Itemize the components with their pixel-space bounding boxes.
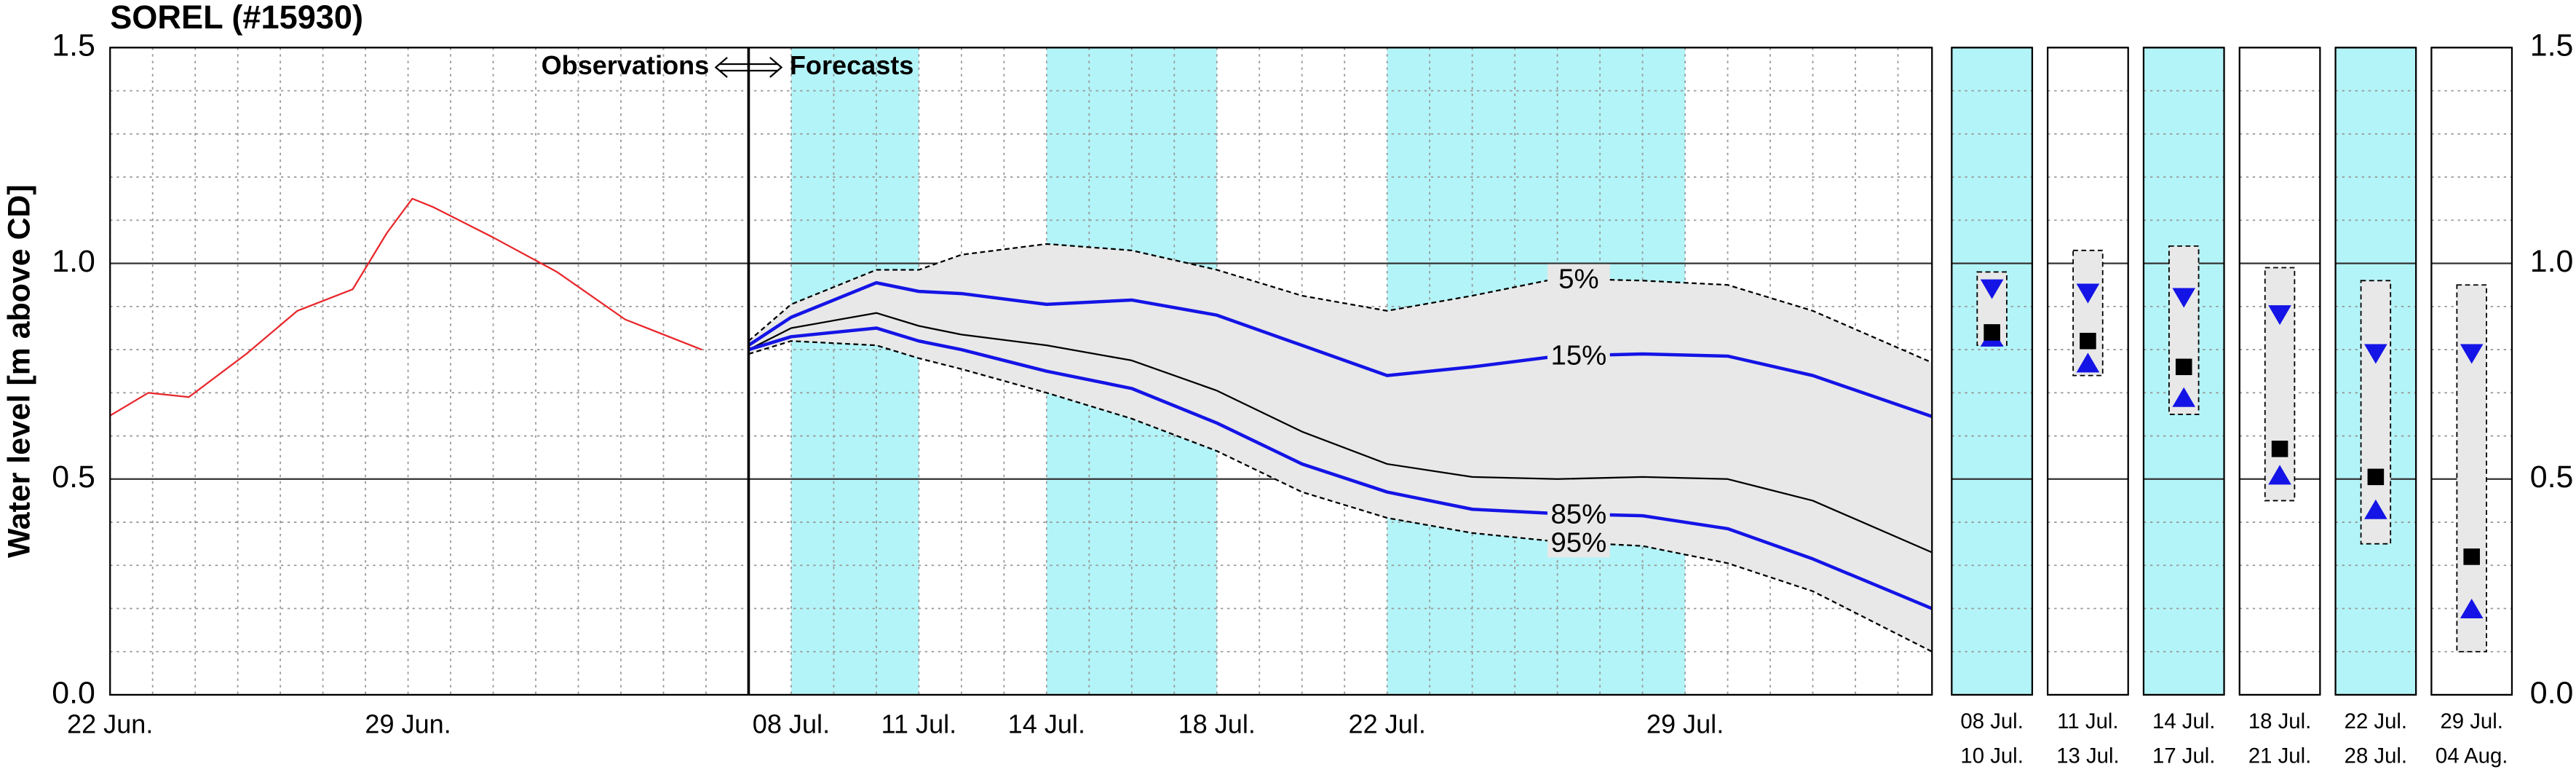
panel-frame — [2238, 47, 2321, 696]
period-end-label: 17 Jul. — [2152, 744, 2215, 768]
lower-marker — [2268, 465, 2291, 485]
y-tick-label: 1.5 — [2530, 28, 2574, 63]
panel-frame — [1951, 47, 2034, 696]
y-tick-label: 0.0 — [52, 675, 95, 710]
lower-marker — [2076, 352, 2100, 373]
y-axis-label: Water level [m above CD] — [2, 184, 37, 558]
series-label: 15% — [1550, 340, 1606, 371]
x-tick-label: 18 Jul. — [1178, 709, 1256, 738]
label-background — [1547, 340, 1610, 371]
series-line — [748, 281, 1933, 419]
lower-marker — [2460, 598, 2484, 619]
series-label: 85% — [1550, 498, 1606, 529]
label-background — [1547, 499, 1610, 529]
y-tick-label: 0.5 — [52, 460, 95, 495]
period-end-label: 28 Jul. — [2345, 744, 2407, 768]
series-label: 5% — [1558, 263, 1598, 294]
x-tick-label: 22 Jul. — [1349, 709, 1426, 738]
series-line — [748, 312, 1933, 554]
x-tick-label: 08 Jul. — [753, 709, 830, 738]
upper-marker — [2172, 288, 2196, 308]
forecast-period-shade — [790, 47, 919, 696]
median-marker — [1983, 324, 2000, 341]
period-start-label: 11 Jul. — [2057, 709, 2118, 733]
lower-marker — [2364, 499, 2387, 519]
range-box — [2168, 245, 2200, 415]
x-tick-label: 22 Jun. — [67, 709, 153, 738]
upper-marker — [2076, 283, 2100, 304]
median-marker — [2080, 332, 2096, 350]
annotation-arrow — [714, 57, 783, 78]
upper-marker — [2364, 344, 2387, 364]
period-end-label: 04 Aug. — [2436, 744, 2508, 768]
annotation: Forecasts — [790, 50, 914, 80]
y-tick-label: 1.5 — [52, 28, 95, 63]
panel-frame — [2142, 47, 2225, 696]
panel-background — [1951, 47, 2032, 696]
lower-marker — [2172, 387, 2196, 407]
series-line — [748, 243, 1933, 363]
x-tick-label: 29 Jun. — [365, 709, 451, 738]
x-tick-label: 11 Jul. — [881, 709, 957, 738]
panel-frame — [2047, 47, 2129, 696]
plot-frame — [109, 47, 1933, 696]
median-marker — [2367, 468, 2385, 486]
y-tick-label: 0.0 — [2530, 675, 2574, 710]
label-background — [1547, 527, 1610, 558]
x-tick-label: 29 Jul. — [1646, 709, 1724, 738]
y-tick-label: 1.0 — [2530, 244, 2574, 279]
forecast-band — [748, 243, 1933, 652]
panel-frame — [2334, 47, 2417, 696]
period-start-label: 08 Jul. — [1960, 709, 2023, 733]
series-line — [109, 197, 702, 417]
period-end-label: 21 Jul. — [2248, 744, 2311, 768]
label-background — [1547, 264, 1610, 294]
range-box — [2456, 284, 2487, 653]
panel-frame — [2430, 47, 2513, 696]
period-end-label: 13 Jul. — [2056, 744, 2119, 768]
period-start-label: 29 Jul. — [2440, 709, 2502, 733]
series-label: 95% — [1550, 527, 1606, 559]
upper-marker — [1980, 279, 2004, 299]
median-marker — [2463, 548, 2480, 565]
period-end-label: 10 Jul. — [1960, 744, 2023, 768]
y-tick-label: 1.0 — [52, 244, 95, 279]
x-tick-label: 14 Jul. — [1008, 709, 1085, 738]
period-start-label: 18 Jul. — [2248, 709, 2311, 733]
period-start-label: 14 Jul. — [2152, 709, 2215, 733]
series-line — [748, 326, 1933, 610]
median-marker — [2175, 358, 2192, 376]
chart-title: SOREL (#15930) — [110, 0, 363, 36]
period-start-label: 22 Jul. — [2345, 709, 2407, 733]
y-tick-label: 0.5 — [2530, 460, 2574, 495]
series-line — [748, 340, 1933, 653]
annotation: Observations — [542, 50, 710, 80]
upper-marker — [2268, 305, 2291, 326]
upper-marker — [2460, 344, 2484, 364]
median-marker — [2271, 441, 2288, 457]
